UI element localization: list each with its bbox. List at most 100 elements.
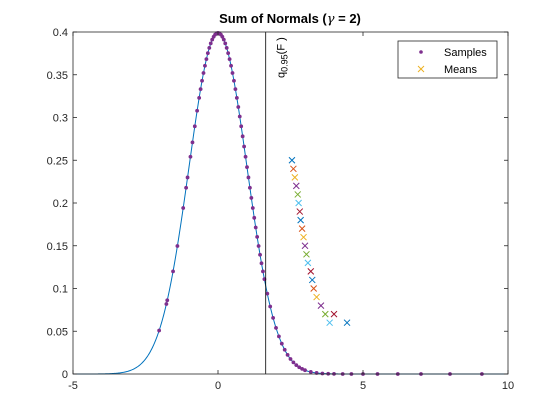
- sample-point: [245, 165, 249, 170]
- mean-marker-stroke: [301, 242, 309, 250]
- mean-marker-stroke: [303, 250, 310, 258]
- sample-point: [320, 371, 325, 376]
- sample-point: [195, 108, 200, 113]
- sample-point: [197, 95, 202, 100]
- sample-point: [227, 57, 232, 62]
- x-tick-label: 0: [215, 380, 221, 392]
- y-tick-label: 0: [62, 369, 68, 381]
- mean-marker-stroke: [308, 276, 316, 284]
- y-tick-label: 0.1: [53, 284, 68, 296]
- x-tick-label: -5: [68, 380, 78, 392]
- sample-point: [253, 225, 258, 230]
- sample-point: [210, 37, 215, 42]
- sample-point: [230, 71, 235, 75]
- mean-marker: [326, 319, 334, 327]
- mean-marker-stroke: [317, 302, 325, 309]
- sample-point: [285, 352, 290, 357]
- mean-marker: [321, 310, 329, 318]
- y-tick-label: 0.3: [53, 113, 68, 125]
- sample-point: [277, 334, 281, 339]
- mean-marker-stroke: [292, 182, 300, 190]
- sample-point: [203, 63, 207, 68]
- sample-point: [297, 365, 302, 370]
- sample-point: [208, 41, 213, 46]
- chart-title-prefix: Sum of Normals (: [219, 11, 327, 26]
- sample-point: [184, 185, 189, 190]
- sample-point: [164, 302, 169, 306]
- sample-point: [308, 370, 313, 374]
- sample-point: [256, 244, 261, 248]
- y-tick-label: 0.15: [47, 241, 68, 253]
- quantile-annotation-base: q: [276, 72, 288, 78]
- mean-marker-stroke: [297, 216, 305, 224]
- sample-point: [239, 124, 244, 129]
- mean-marker: [297, 216, 305, 224]
- sample-point: [204, 57, 209, 62]
- mean-marker: [300, 233, 307, 241]
- sample-point: [250, 206, 255, 210]
- x-tick-label: 5: [360, 380, 366, 392]
- sample-point: [192, 124, 197, 129]
- sample-point: [157, 328, 162, 333]
- sample-point: [265, 291, 270, 296]
- mean-marker-stroke: [321, 310, 329, 318]
- sample-point: [223, 41, 228, 46]
- legend-samples-label: Samples: [444, 47, 487, 59]
- y-tick-label: 0.25: [47, 155, 68, 167]
- mean-marker-stroke: [290, 165, 297, 173]
- sample-point: [259, 261, 264, 266]
- sample-point: [234, 95, 239, 100]
- mean-marker: [307, 268, 315, 275]
- sample-point: [243, 154, 248, 159]
- sample-point: [240, 134, 245, 139]
- mean-marker: [317, 302, 325, 309]
- mean-marker: [290, 165, 297, 173]
- sample-point: [268, 304, 273, 309]
- legend: Samples Means: [397, 40, 498, 79]
- sample-point: [300, 367, 304, 371]
- mean-marker-stroke: [298, 225, 306, 233]
- sample-point: [303, 368, 307, 373]
- mean-marker: [308, 276, 316, 284]
- sample-point: [258, 252, 262, 257]
- legend-means-marker: [417, 65, 425, 73]
- sample-point: [291, 360, 296, 365]
- mean-marker-stroke: [294, 191, 302, 198]
- sample-point: [190, 140, 195, 145]
- legend-means-label: Means: [444, 64, 478, 76]
- mean-marker-stroke: [291, 173, 299, 181]
- mean-marker: [330, 310, 338, 318]
- sample-point: [181, 206, 186, 210]
- mean-marker: [295, 199, 302, 207]
- sample-point: [249, 196, 254, 200]
- sample-point: [220, 34, 225, 39]
- sample-point: [205, 51, 210, 56]
- sample-point: [226, 51, 231, 56]
- sample-point: [242, 144, 247, 149]
- mean-marker: [310, 285, 318, 292]
- y-tick-label: 0.4: [53, 27, 68, 39]
- mean-marker-stroke: [288, 156, 296, 164]
- sample-point: [282, 347, 287, 352]
- mean-marker: [303, 250, 310, 258]
- chart-title-suffix: = 2): [335, 11, 361, 26]
- chart-title: Sum of Normals (γ = 2): [219, 11, 361, 27]
- sample-point: [200, 78, 204, 83]
- sample-point: [288, 357, 293, 361]
- mean-marker-stroke: [326, 319, 334, 327]
- sample-point: [221, 37, 226, 42]
- mean-marker: [291, 173, 299, 181]
- sample-point: [274, 325, 278, 330]
- sample-point: [224, 46, 229, 50]
- mean-marker: [313, 293, 320, 301]
- mean-marker-stroke: [296, 208, 304, 215]
- sample-point: [201, 71, 206, 75]
- mean-marker: [298, 225, 306, 233]
- means-layer: [288, 156, 351, 327]
- sample-point: [255, 234, 260, 239]
- y-tick-label: 0.05: [47, 326, 68, 338]
- sample-point: [248, 185, 252, 190]
- sample-point: [175, 244, 180, 248]
